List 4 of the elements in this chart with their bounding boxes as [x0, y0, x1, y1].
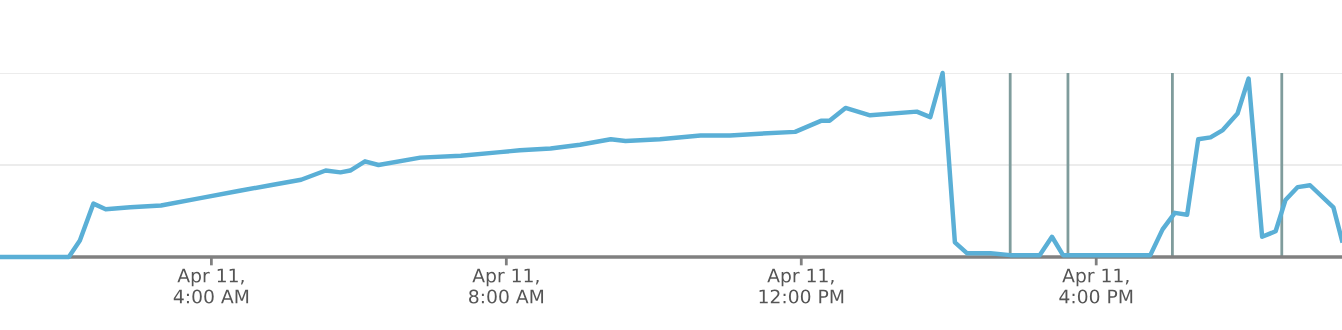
x-tick-label: Apr 11, 8:00 AM [469, 268, 544, 304]
x-tick-label: Apr 11, 4:00 AM [173, 268, 249, 304]
x-tick-label: Apr 11, 4:00 PM [1059, 268, 1133, 304]
x-tick-label: Apr 11, 12:00 PM [759, 268, 844, 304]
